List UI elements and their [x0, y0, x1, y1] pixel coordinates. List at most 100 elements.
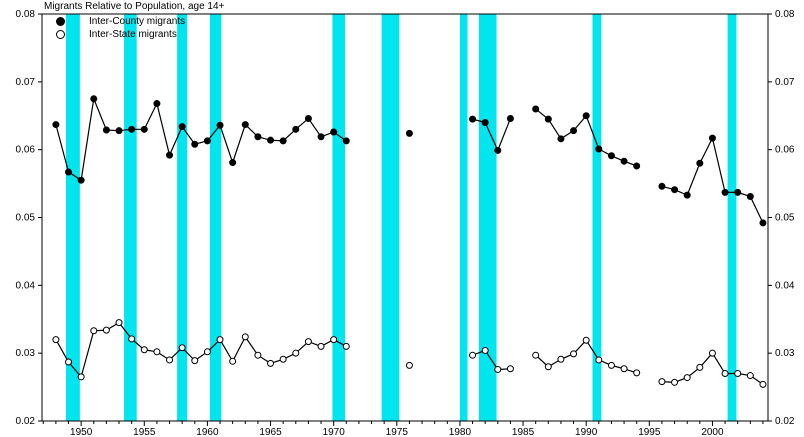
x-tick-label: 1960: [196, 427, 219, 437]
x-tick-label: 1980: [449, 427, 472, 437]
recession-band: [478, 14, 497, 421]
filled-marker: [191, 140, 199, 148]
open-marker: [633, 369, 641, 377]
filled-marker: [292, 125, 300, 133]
recession-band: [65, 14, 80, 421]
open-marker: [241, 333, 249, 341]
open-marker: [342, 342, 350, 350]
open-marker: [317, 342, 325, 350]
open-marker: [494, 365, 502, 373]
open-marker: [721, 370, 729, 378]
x-tick-label: 1955: [133, 427, 156, 437]
y-tick-label-right: 0.06: [775, 145, 795, 156]
filled-marker: [304, 114, 312, 122]
y-tick-label-right: 0.03: [775, 348, 795, 359]
filled-marker: [506, 114, 514, 122]
x-tick-label: 1995: [638, 427, 661, 437]
open-marker: [671, 378, 679, 386]
filled-marker: [115, 127, 123, 135]
filled-marker: [178, 123, 186, 131]
series-line-open: [472, 349, 511, 371]
open-marker: [52, 336, 60, 344]
filled-marker: [671, 186, 679, 194]
open-marker: [77, 373, 85, 381]
recession-band: [332, 14, 346, 421]
filled-marker: [469, 115, 477, 123]
filled-marker: [557, 135, 565, 143]
filled-marker: [267, 136, 275, 144]
open-marker: [279, 355, 287, 363]
chart-legend: Inter-County migrants Inter-State migran…: [56, 15, 185, 41]
filled-marker: [759, 219, 767, 227]
open-marker: [102, 326, 110, 334]
filled-marker: [254, 133, 262, 141]
y-tick-label-right: 0.02: [775, 416, 795, 427]
y-tick-label-right: 0.05: [775, 213, 795, 224]
filled-marker: [203, 137, 211, 145]
open-marker: [746, 372, 754, 380]
open-marker: [203, 348, 211, 356]
y-tick-label-left: 0.02: [16, 416, 36, 427]
series-line-open: [661, 352, 764, 385]
open-marker: [65, 358, 73, 366]
y-tick-label-left: 0.08: [16, 9, 36, 20]
filled-marker: [405, 129, 413, 137]
recession-band: [459, 14, 468, 421]
y-tick-label-right: 0.08: [775, 9, 795, 20]
x-tick-label: 1985: [512, 427, 535, 437]
open-marker: [708, 349, 716, 357]
open-marker: [620, 365, 628, 373]
x-tick-label: 1970: [323, 427, 346, 437]
filled-marker: [532, 105, 540, 113]
filled-marker: [279, 137, 287, 145]
filled-marker: [746, 192, 754, 200]
open-marker: [90, 327, 98, 335]
open-marker: [405, 361, 413, 369]
open-marker: [557, 355, 565, 363]
open-marker: [532, 351, 540, 359]
legend-label-inter-state: Inter-State migrants: [89, 29, 177, 40]
filled-marker: [140, 125, 148, 133]
filled-marker: [166, 151, 174, 159]
open-circle-icon: [56, 30, 65, 39]
y-tick-label-left: 0.04: [16, 280, 36, 291]
filled-marker: [317, 133, 325, 141]
filled-marker: [607, 152, 615, 160]
y-tick-label-left: 0.07: [16, 77, 36, 88]
x-tick-label: 1990: [575, 427, 598, 437]
y-tick-label-right: 0.07: [775, 77, 795, 88]
open-marker: [734, 370, 742, 378]
chart-title: Migrants Relative to Population, age 14+: [44, 1, 225, 12]
recession-band: [177, 14, 188, 421]
filled-marker: [620, 157, 628, 165]
series-line-filled: [472, 118, 511, 152]
recession-band: [124, 14, 137, 421]
open-marker: [330, 336, 338, 344]
series-line-filled: [55, 96, 347, 182]
filled-marker: [102, 126, 110, 134]
filled-marker: [330, 128, 338, 136]
open-marker: [140, 346, 148, 354]
legend-item-inter-county: Inter-County migrants: [56, 15, 185, 28]
legend-label-inter-county: Inter-County migrants: [89, 16, 186, 27]
open-marker: [683, 374, 691, 382]
open-marker: [570, 350, 578, 358]
open-marker: [607, 361, 615, 369]
open-marker: [292, 349, 300, 357]
filled-marker: [633, 162, 641, 170]
filled-marker: [708, 134, 716, 142]
recession-band: [209, 14, 222, 421]
filled-marker: [77, 176, 85, 184]
x-tick-label: 1965: [259, 427, 282, 437]
filled-marker: [481, 119, 489, 127]
open-marker: [254, 351, 262, 359]
filled-marker: [229, 159, 237, 167]
filled-marker: [683, 191, 691, 199]
filled-marker: [582, 112, 590, 120]
open-marker: [178, 344, 186, 352]
filled-marker: [696, 159, 704, 167]
recession-band: [592, 14, 602, 421]
open-marker: [658, 378, 666, 386]
